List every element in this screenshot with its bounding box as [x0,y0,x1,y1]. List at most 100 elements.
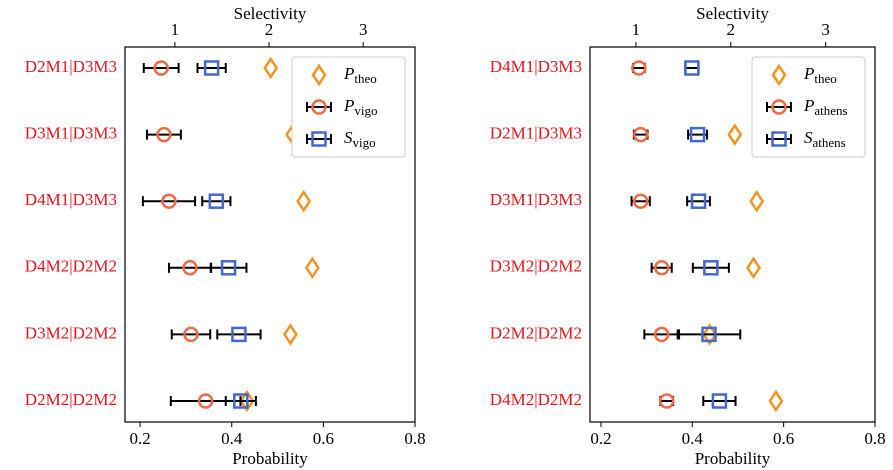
x2-tick-label: 2 [727,20,736,39]
circle-marker [156,126,172,143]
legend-subscript: athens [814,103,847,118]
circle-marker [182,260,198,276]
x2-axis-label: Selectivity [234,4,307,23]
x2-tick-label: 3 [821,20,830,39]
circle-marker [632,126,649,143]
category-label: D2M2|D2M2 [25,390,117,409]
diamond-marker [727,123,743,146]
category-label: D4M2|D2M2 [490,390,582,409]
category-label: D3M1|D3M3 [25,124,117,143]
legend-name: P [343,64,354,83]
circle-marker [197,393,214,409]
diamond-marker [296,189,312,213]
legend-subscript: vigo [354,103,377,118]
legend-label: Pvigo [343,96,378,118]
circle-marker [631,60,647,76]
diamond-marker [304,256,320,280]
error-bar [702,396,737,406]
category-label: D3M2|D2M2 [25,323,117,342]
error-bar [686,196,711,207]
legend-name: S [344,128,353,147]
error-bar [167,262,213,273]
circle-marker [658,393,675,409]
legend-label: Svigo [344,128,376,150]
plot-frame [124,46,416,423]
square-marker [711,393,728,409]
error-bar [196,63,227,73]
x2-axis-label: Selectivity [696,4,769,23]
error-bar [766,102,792,112]
x-tick-label: 0.6 [313,429,334,448]
x-tick-label: 0.8 [864,429,885,448]
error-bar [209,262,248,273]
error-bar [216,329,262,340]
x-tick-label: 0.4 [221,429,243,448]
legend-label: Ptheo [343,64,377,86]
square-marker [231,326,247,343]
x-tick-label: 0.8 [404,429,425,448]
category-label: D3M1|D3M3 [490,190,582,209]
square-marker [689,126,706,143]
error-bar [643,329,681,340]
category-label: D2M2|D2M2 [490,323,582,342]
error-bar [676,329,742,340]
x2-tick-label: 3 [359,20,368,39]
square-marker [233,393,249,409]
error-bar [224,396,257,406]
legend-subscript: vigo [353,135,376,150]
error-bar [201,196,232,207]
square-marker [311,131,327,147]
circle-marker [183,326,199,343]
legend-subscript: athens [813,135,846,150]
square-marker [690,193,707,209]
circle-marker [153,60,169,76]
diamond-marker [702,323,718,346]
legend-name: P [343,96,354,115]
legend-name: P [803,96,814,115]
square-marker [203,60,220,76]
legend-label: Ptheo [803,64,837,86]
circle-marker [653,326,670,343]
x-tick-label: 0.2 [590,429,611,448]
circle-marker [632,193,649,209]
legend-label: Pathens [803,96,848,118]
category-label: D4M1|D3M3 [490,57,582,76]
category-label: D3M2|D2M2 [490,257,582,276]
error-bar [691,262,730,273]
square-marker [701,326,717,343]
legend-label: Sathens [804,128,846,150]
error-bar [306,134,332,144]
circle-marker [161,193,177,209]
error-bar [306,102,332,112]
error-bar [766,134,792,144]
circle-marker [653,260,670,276]
x2-tick-label: 2 [265,20,274,39]
diamond-marker [239,389,255,413]
circle-marker [311,99,327,115]
x-tick-label: 0.6 [773,429,794,448]
diamond-marker [746,256,762,280]
chart-panel: 0.2 0.4 0.6 0.8 1 2 3 Probability Selectivity D2M… [25,4,426,468]
chart-panel: 0.2 0.4 0.6 0.8 1 2 3 Probability Selectivity D4M… [490,4,886,468]
error-bar [170,329,212,340]
diamond-marker [771,63,787,87]
diamond-marker [311,63,327,87]
error-bar [684,63,700,73]
legend-subscript: theo [814,71,836,86]
plot-frame [589,46,876,423]
diamond-marker [282,323,298,346]
square-marker [771,131,787,147]
x2-tick-label: 1 [171,20,180,39]
error-bar [145,129,182,140]
diamond-marker [263,56,279,80]
x-tick-label: 0.2 [129,429,150,448]
category-label: D4M1|D3M3 [25,190,117,209]
legend-name: P [803,64,814,83]
category-label: D2M1|D3M3 [490,124,582,143]
square-marker [220,260,237,276]
category-label: D4M2|D2M2 [25,257,117,276]
legend-subscript: theo [354,71,376,86]
category-label: D2M1|D3M3 [25,57,117,76]
